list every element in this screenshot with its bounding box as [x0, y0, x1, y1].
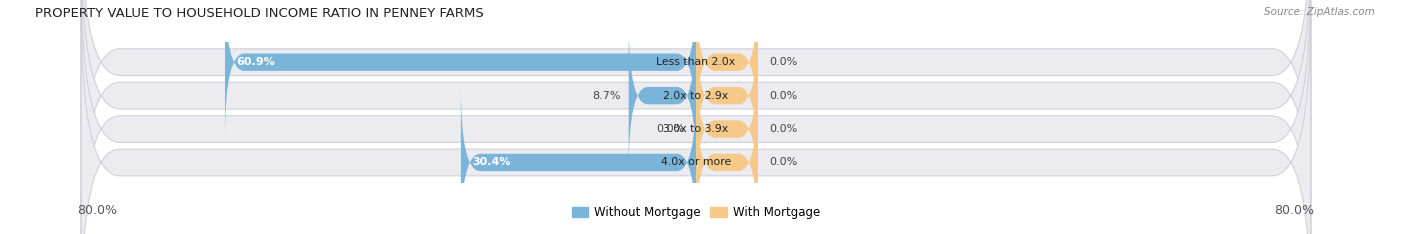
FancyBboxPatch shape: [225, 0, 696, 137]
Text: 0.0%: 0.0%: [769, 91, 797, 101]
Text: 4.0x or more: 4.0x or more: [661, 157, 731, 168]
FancyBboxPatch shape: [628, 21, 696, 171]
Text: PROPERTY VALUE TO HOUSEHOLD INCOME RATIO IN PENNEY FARMS: PROPERTY VALUE TO HOUSEHOLD INCOME RATIO…: [35, 7, 484, 20]
Text: 80.0%: 80.0%: [77, 204, 117, 217]
Text: 0.0%: 0.0%: [657, 124, 685, 134]
FancyBboxPatch shape: [696, 88, 758, 234]
Text: 8.7%: 8.7%: [592, 91, 621, 101]
Text: 0.0%: 0.0%: [769, 157, 797, 168]
FancyBboxPatch shape: [82, 0, 1310, 234]
FancyBboxPatch shape: [82, 0, 1310, 216]
Text: 0.0%: 0.0%: [769, 57, 797, 67]
FancyBboxPatch shape: [696, 0, 758, 137]
FancyBboxPatch shape: [461, 88, 696, 234]
Text: 30.4%: 30.4%: [472, 157, 510, 168]
Text: 2.0x to 2.9x: 2.0x to 2.9x: [664, 91, 728, 101]
Text: 60.9%: 60.9%: [236, 57, 276, 67]
FancyBboxPatch shape: [696, 21, 758, 171]
FancyBboxPatch shape: [696, 54, 758, 204]
FancyBboxPatch shape: [82, 0, 1310, 234]
Text: 0.0%: 0.0%: [769, 124, 797, 134]
Legend: Without Mortgage, With Mortgage: Without Mortgage, With Mortgage: [567, 201, 825, 223]
Text: 80.0%: 80.0%: [1275, 204, 1315, 217]
Text: 3.0x to 3.9x: 3.0x to 3.9x: [664, 124, 728, 134]
Text: Less than 2.0x: Less than 2.0x: [657, 57, 735, 67]
Text: Source: ZipAtlas.com: Source: ZipAtlas.com: [1264, 7, 1375, 17]
FancyBboxPatch shape: [82, 9, 1310, 234]
